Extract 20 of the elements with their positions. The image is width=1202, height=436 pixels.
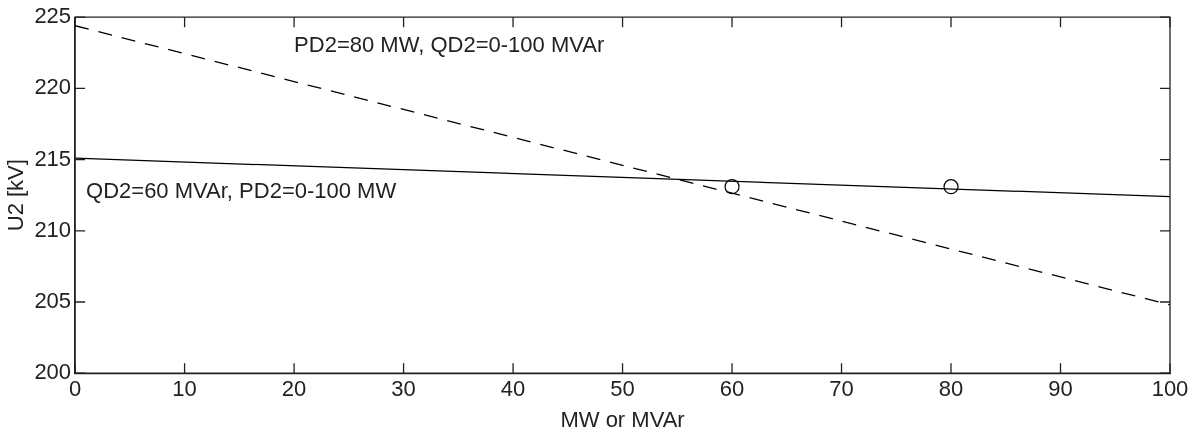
- annotation: PD2=80 MW, QD2=0-100 MVAr: [294, 31, 605, 57]
- y-tick-label: 220: [34, 74, 72, 100]
- x-tick-label: 50: [610, 376, 635, 402]
- x-tick-label: 30: [391, 376, 416, 402]
- x-tick-label: 10: [172, 376, 197, 402]
- y-tick-label: 205: [34, 288, 72, 314]
- x-tick-label: 0: [68, 376, 82, 402]
- y-tick-label: 225: [34, 3, 72, 29]
- x-tick-label: 70: [829, 376, 854, 402]
- y-tick-label: 215: [34, 145, 72, 171]
- x-axis-title: MW or MVAr: [560, 406, 685, 432]
- x-tick-label: 40: [500, 376, 526, 402]
- x-tick-label: 90: [1048, 376, 1073, 402]
- x-tick-label: 20: [281, 376, 307, 402]
- y-axis-title: U2 [kV]: [3, 159, 29, 232]
- x-tick-label: 80: [938, 376, 964, 402]
- y-tick-label: 210: [34, 216, 72, 242]
- x-tick-label: 100: [1151, 376, 1189, 402]
- annotation: QD2=60 MVAr, PD2=0-100 MW: [86, 177, 397, 203]
- x-tick-label: 60: [719, 376, 745, 402]
